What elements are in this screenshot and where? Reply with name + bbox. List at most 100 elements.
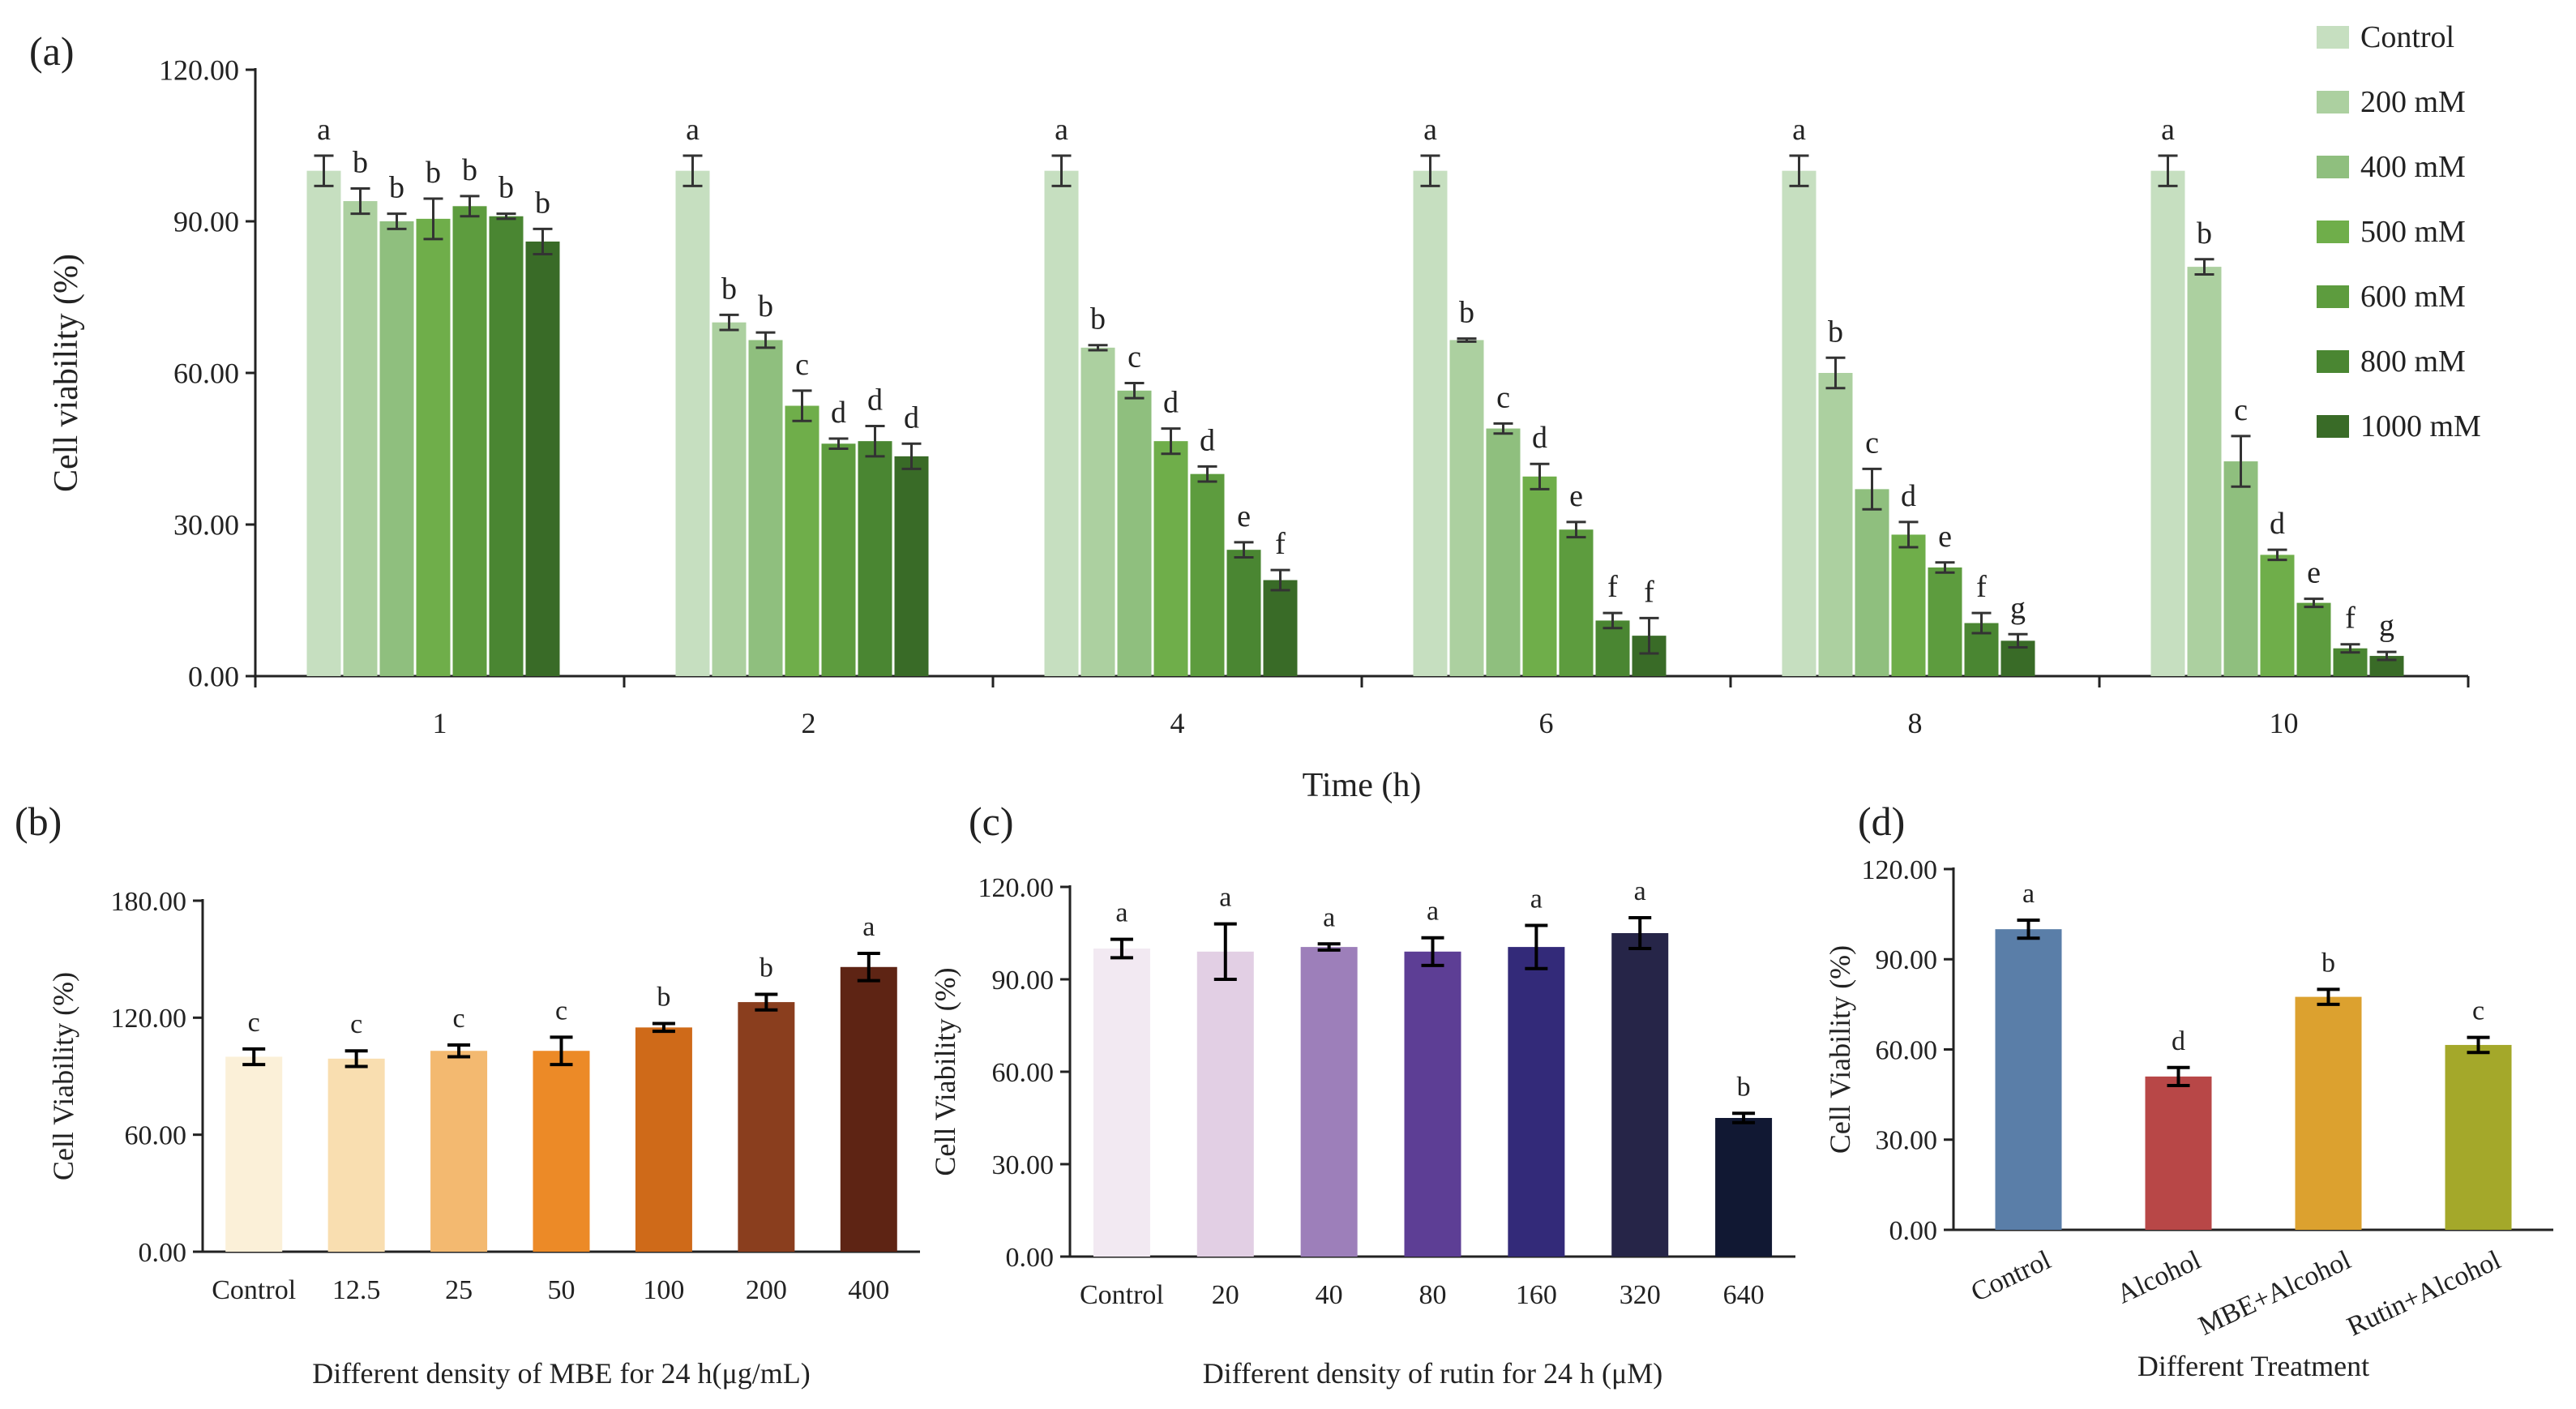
bar <box>2445 1044 2512 1230</box>
bar <box>1190 473 1225 676</box>
significance-letter: d <box>1901 479 1916 513</box>
panel-label: (c) <box>969 799 1014 844</box>
x-tick-label: 80 <box>1419 1280 1447 1310</box>
bar <box>1486 428 1521 676</box>
significance-letter: f <box>1644 575 1654 609</box>
legend-swatch <box>2317 221 2349 243</box>
significance-letter: d <box>904 400 919 435</box>
legend-swatch <box>2317 156 2349 178</box>
y-tick-label: 60.00 <box>125 1121 187 1151</box>
significance-letter: b <box>535 186 550 220</box>
y-tick-label: 0.00 <box>1889 1216 1938 1246</box>
x-tick-label: 40 <box>1316 1280 1343 1310</box>
bar <box>748 340 783 676</box>
bar <box>2296 602 2331 676</box>
bar <box>1995 929 2062 1230</box>
significance-letter: b <box>657 983 670 1013</box>
significance-letter: g <box>2010 591 2026 625</box>
x-tick-label: Rutin+Alcohol <box>2343 1245 2505 1343</box>
significance-letter: b <box>760 953 773 983</box>
x-tick-label: 20 <box>1212 1280 1239 1310</box>
significance-letter: c <box>350 1009 362 1039</box>
x-tick-label: 10 <box>2270 707 2299 739</box>
x-tick-label: Control <box>212 1275 296 1305</box>
x-tick-label: 6 <box>1539 707 1554 739</box>
significance-letter: e <box>1237 499 1251 533</box>
y-tick-label: 90.00 <box>992 966 1055 996</box>
bar <box>738 1002 795 1252</box>
bar <box>785 405 819 676</box>
panel-b: (b) 0.00 60.00 120.00 180.00 Cell Viability (… <box>15 799 920 1390</box>
significance-letter: f <box>1275 527 1286 561</box>
y-axis-label: Cell viability (%) <box>48 254 85 492</box>
significance-letter: e <box>1569 479 1583 513</box>
panel-label: (d) <box>1858 799 1905 844</box>
bar <box>225 1056 283 1252</box>
x-tick-label: Control <box>1966 1245 2056 1308</box>
bar <box>1196 951 1254 1257</box>
bar <box>712 322 747 676</box>
bar <box>525 241 560 676</box>
significance-letter: f <box>1607 570 1618 604</box>
significance-letter: b <box>426 156 441 190</box>
legend-swatch <box>2317 91 2349 113</box>
significance-letter: f <box>2345 602 2356 636</box>
legend: Control 200 mM 400 mM 500 mM 600 mM 800 mM 100… <box>2317 20 2481 443</box>
x-axis-label: Different density of rutin for 24 h (μM) <box>1203 1357 1663 1390</box>
bar <box>1263 580 1298 676</box>
y-tick-label: 90.00 <box>1876 945 1938 975</box>
significance-letter: a <box>2022 879 2035 909</box>
significance-letter: d <box>1532 421 1547 455</box>
bar <box>1404 951 1461 1257</box>
y-axis-label: Cell Viability (%) <box>1824 945 1856 1154</box>
y-tick-label: 0.00 <box>188 661 239 693</box>
y-tick-label: 90.00 <box>173 206 239 238</box>
bar <box>821 443 856 676</box>
significance-letter: c <box>795 348 809 382</box>
significance-letter: a <box>1323 902 1335 932</box>
significance-letter: b <box>1828 315 1843 349</box>
bar <box>1080 347 1115 676</box>
bar <box>1818 373 1853 676</box>
x-tick-label: 160 <box>1516 1280 1557 1310</box>
panel-c: (c) 0.00 30.00 60.00 90.00 120.00 Cell Viabili… <box>929 799 1795 1390</box>
significance-letter: b <box>462 153 477 187</box>
significance-letter: c <box>1865 426 1879 460</box>
significance-letter: f <box>1976 570 1987 604</box>
bar <box>327 1058 385 1252</box>
bar <box>343 201 378 677</box>
bar <box>1595 620 1630 676</box>
bar <box>1928 567 1962 676</box>
bar <box>1508 947 1565 1257</box>
bar <box>1413 170 1448 676</box>
panel-label: (a) <box>29 28 75 74</box>
bar <box>2260 555 2295 676</box>
panel-d: (d) 0.00 30.00 60.00 90.00 120.00 Cell Viabili… <box>1824 799 2553 1382</box>
significance-letter: c <box>2472 996 2484 1026</box>
bar <box>1300 947 1358 1257</box>
y-tick-label: 60.00 <box>173 358 239 390</box>
significance-letter: b <box>389 171 404 205</box>
significance-letter: a <box>317 113 331 147</box>
bar <box>1522 476 1557 676</box>
significance-letter: c <box>2234 393 2248 427</box>
significance-letter: a <box>1792 113 1806 147</box>
significance-letter: a <box>1219 883 1231 913</box>
bar <box>379 221 414 676</box>
x-tick-label: 25 <box>445 1275 473 1305</box>
legend-label: 200 mM <box>2360 85 2466 119</box>
x-tick-label: MBE+Alcohol <box>2194 1245 2356 1342</box>
significance-letter: c <box>1496 380 1510 414</box>
y-tick-label: 30.00 <box>1876 1126 1938 1156</box>
significance-letter: b <box>758 289 773 323</box>
significance-letter: d <box>1200 423 1215 457</box>
x-tick-label: 12.5 <box>332 1275 381 1305</box>
bar <box>430 1051 488 1252</box>
y-tick-label: 120.00 <box>978 873 1055 903</box>
significance-letter: d <box>2172 1026 2185 1056</box>
bar <box>635 1027 692 1252</box>
significance-letter: b <box>1459 296 1474 330</box>
y-tick-label: 0.00 <box>1006 1243 1055 1273</box>
x-tick-label: 4 <box>1170 707 1185 739</box>
